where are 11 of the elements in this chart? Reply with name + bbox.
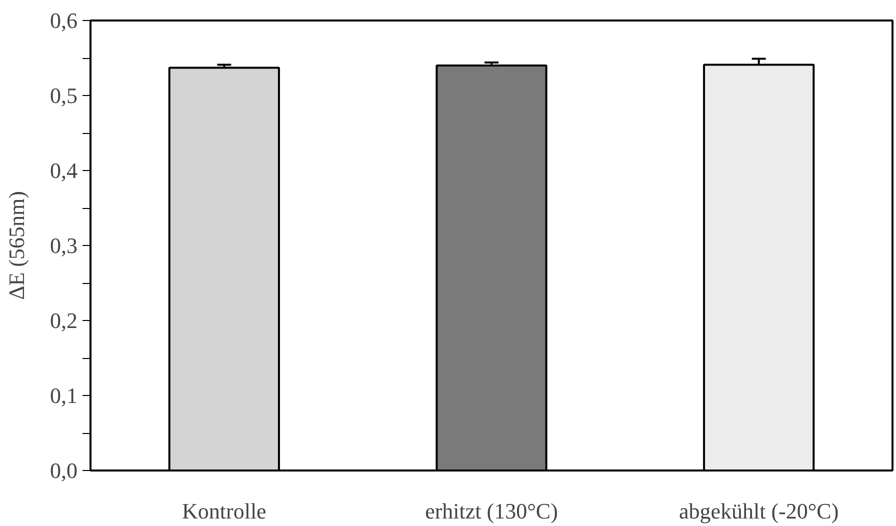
y-tick-label: 0,6: [50, 8, 78, 33]
x-tick-label: Kontrolle: [182, 498, 266, 524]
y-tick-label: 0,1: [50, 383, 78, 408]
x-tick-label: abgekühlt (-20°C): [678, 498, 839, 524]
x-tick-label: erhitzt (130°C): [425, 498, 558, 524]
y-tick-label: 0,3: [50, 233, 78, 258]
y-tick-label: 0,4: [50, 158, 78, 183]
y-tick-label: 0,5: [50, 83, 78, 108]
y-tick-label: 0,0: [50, 458, 78, 483]
y-tick-label: 0,2: [50, 308, 78, 333]
y-axis-title: ΔE (565nm): [4, 191, 29, 300]
